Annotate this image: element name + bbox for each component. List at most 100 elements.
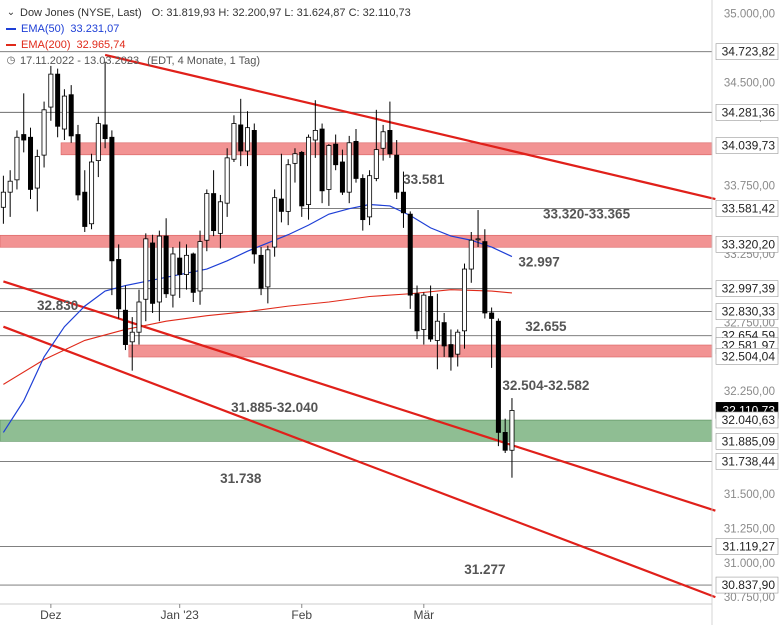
candle-body: [238, 124, 244, 152]
zone-band-0: [60, 142, 713, 156]
legend-ema200-value: 32.965,74: [76, 39, 126, 51]
candle-body: [333, 143, 339, 166]
candle-body: [48, 73, 54, 108]
candle-body: [441, 322, 447, 347]
price-tag-label: 31.119,27: [723, 539, 776, 553]
trendline-2: [2, 325, 716, 599]
candle-body: [102, 124, 108, 140]
price-tag-label: 32.504,04: [722, 349, 776, 363]
ema200-line: [3, 289, 513, 385]
legend-ema200-row: EMA(200) 32.965,74: [6, 37, 411, 53]
candle-body: [502, 432, 508, 451]
legend-range-row: ◷ 17.11.2022 - 13.03.2023 (EDT, 4 Monate…: [6, 53, 411, 69]
price-tag-box: [715, 348, 779, 365]
legend-instrument: Dow Jones (NYSE, Last): [20, 7, 142, 19]
candle-body: [285, 164, 291, 212]
candle-body: [245, 127, 251, 152]
candle-body: [434, 320, 440, 341]
level-annotation: 32.655: [525, 319, 567, 334]
candle-body: [217, 201, 223, 234]
candle-body: [353, 140, 359, 179]
x-tick-label: Mär: [413, 608, 434, 622]
price-tag-label: 34.723,82: [722, 45, 776, 59]
candle-body: [312, 130, 318, 141]
candle-body: [122, 309, 128, 345]
price-tag-box: [715, 43, 779, 60]
candle-body: [211, 193, 217, 232]
candle-body: [190, 253, 196, 293]
zone-band-1: [0, 234, 713, 248]
price-tag-box: [715, 200, 779, 217]
candle-body: [509, 410, 515, 451]
chart-legend: ⌄ Dow Jones (NYSE, Last) O: 31.819,93 H:…: [6, 5, 411, 69]
candle-body: [482, 241, 488, 314]
y-tick-label: 31.500,00: [724, 489, 775, 501]
price-tag-label: 33.320,20: [722, 237, 776, 251]
legend-ema50-label: EMA(50): [21, 23, 65, 35]
candle-body: [265, 249, 271, 288]
chevron-down-icon[interactable]: ⌄: [6, 7, 16, 18]
price-tag-box: [715, 411, 779, 429]
candle-body: [421, 294, 427, 330]
candle-body: [150, 242, 156, 304]
candle-body: [258, 254, 264, 289]
candle-body: [95, 123, 101, 162]
candle-body: [61, 95, 67, 130]
candle-body: [14, 136, 20, 181]
candle-body: [197, 241, 203, 292]
candle-body: [306, 136, 312, 205]
trendline-0: [104, 53, 716, 201]
candle-body: [299, 151, 305, 207]
candle-body: [82, 191, 88, 227]
zone-band-3: [0, 419, 713, 442]
price-tag-label: 32.997,39: [722, 282, 776, 296]
x-tick-label: Jan '23: [161, 608, 200, 622]
level-annotation: 32.997: [518, 254, 559, 269]
price-tag-label: 30.837,90: [722, 578, 776, 592]
candle-body: [455, 331, 461, 355]
candle-body: [428, 296, 434, 340]
y-tick-label: 30.750,00: [724, 592, 775, 604]
legend-instrument-row: ⌄ Dow Jones (NYSE, Last) O: 31.819,93 H:…: [6, 5, 411, 21]
candle-body: [21, 134, 27, 141]
y-tick-label: 31.250,00: [724, 524, 775, 536]
legend-range-note: (EDT, 4 Monate, 1 Tag): [147, 55, 260, 67]
candle-body: [278, 198, 284, 212]
level-annotation: 31.738: [220, 471, 262, 486]
y-tick-label: 34.500,00: [724, 77, 775, 89]
price-tag-box: [715, 303, 779, 320]
candle-body: [163, 235, 169, 295]
candle-body: [0, 191, 6, 208]
ema50-line: [2, 203, 513, 433]
price-tag-label: 34.281,36: [722, 105, 776, 119]
candle-body: [495, 320, 501, 433]
candle-body: [34, 156, 40, 189]
x-tick-label: Dez: [40, 608, 61, 622]
candle-body: [380, 131, 386, 149]
price-tag-label: 32.040,63: [722, 413, 776, 427]
candle-body: [360, 178, 366, 221]
candle-body: [251, 130, 257, 255]
level-annotation: 31.885-32.040: [231, 400, 318, 415]
candle-body: [204, 193, 210, 241]
candle-body: [231, 123, 237, 160]
clock-icon: ◷: [6, 55, 16, 66]
legend-ema50-row: EMA(50) 33.231,07: [6, 21, 411, 37]
price-tag-box: [715, 137, 779, 154]
y-tick-label: 35.000,00: [724, 9, 775, 21]
candle-body: [319, 128, 325, 192]
y-tick-label: 32.250,00: [724, 386, 775, 398]
candle-body: [7, 180, 13, 193]
candle-body: [55, 73, 61, 127]
legend-ema50-value: 33.231,07: [70, 23, 120, 35]
level-annotation: 32.504-32.582: [502, 378, 589, 393]
candle-body: [156, 235, 162, 303]
candle-body: [170, 253, 176, 296]
candle-body: [143, 238, 149, 300]
candle-body: [129, 331, 135, 343]
candle-body: [475, 238, 481, 241]
legend-ema200-label: EMA(200): [21, 39, 71, 51]
price-tag-label: 32.830,33: [722, 305, 776, 319]
candle-body: [394, 154, 400, 193]
